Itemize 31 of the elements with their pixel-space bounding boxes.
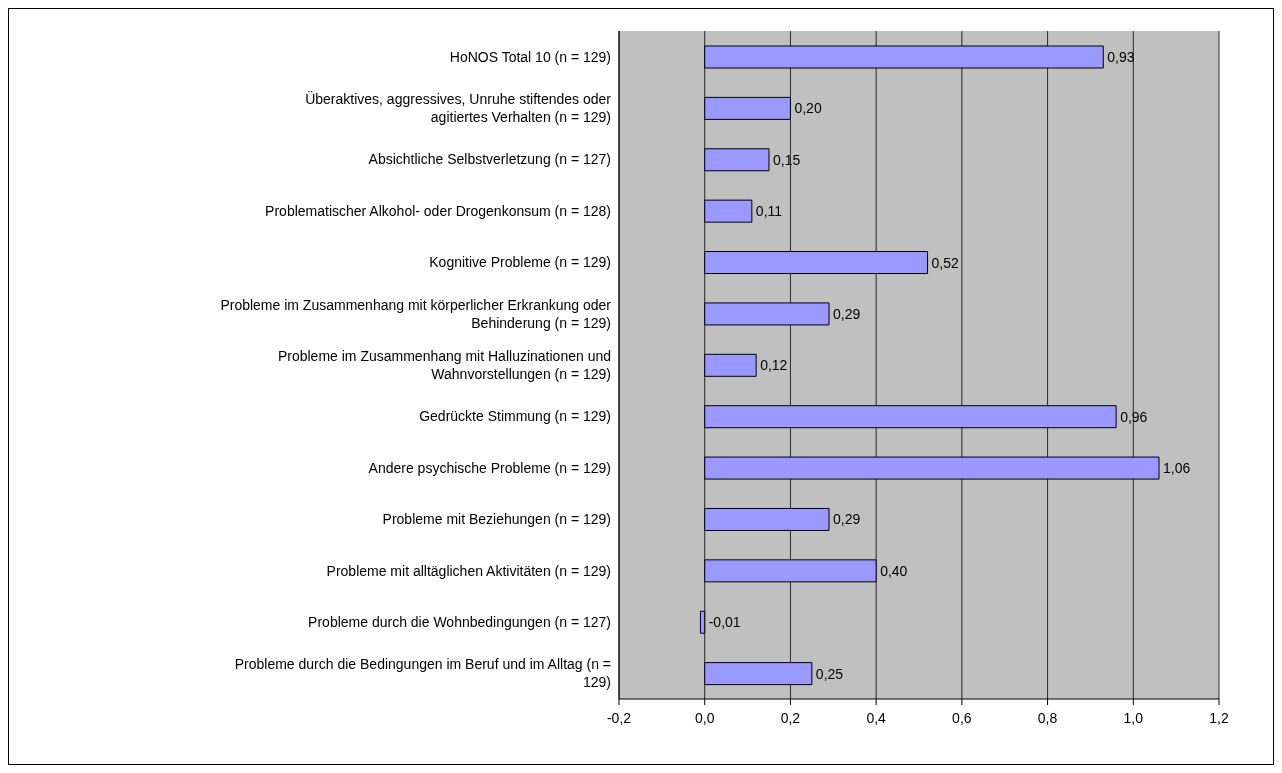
data-label: 0,52 bbox=[931, 254, 960, 271]
data-label: 0,20 bbox=[794, 100, 822, 117]
y-tick-label: Probleme durch die Wohnbedingungen (n = 127) bbox=[308, 613, 611, 630]
x-tick-label: 0,2 bbox=[780, 709, 801, 726]
data-label: -0,01 bbox=[708, 614, 741, 631]
x-tick-label: 1,0 bbox=[1123, 709, 1144, 726]
x-tick-label: -0,2 bbox=[606, 709, 632, 726]
y-tick-label: Absichtliche Selbstverletzung (n = 127) bbox=[368, 151, 611, 168]
data-label: 0,29 bbox=[833, 511, 861, 528]
y-tick-label: Überaktives, aggressives, Unruhe stiftendes oder agitiertes Verhalten (n = 129) bbox=[305, 90, 612, 126]
x-tick-label: 0,4 bbox=[866, 709, 887, 726]
y-tick-label: Probleme im Zusammenhang mit Halluzinationen und Wahnvorstellungen (n = 129) bbox=[277, 348, 611, 382]
y-tick-label: Andere psychische Probleme (n = 129) bbox=[368, 459, 611, 476]
data-label: 1,06 bbox=[1163, 460, 1191, 477]
data-label: 0,29 bbox=[833, 305, 861, 322]
x-tick-label: 0,0 bbox=[694, 709, 715, 726]
y-tick-label: Probleme mit alltäglichen Aktivitäten (n = 129) bbox=[326, 562, 611, 579]
y-tick-label: Kognitive Probleme (n = 129) bbox=[429, 254, 611, 271]
y-tick-label: Gedrückte Stimmung (n = 129) bbox=[419, 408, 611, 425]
y-tick-label: Probleme mit Beziehungen (n = 129) bbox=[382, 511, 611, 528]
data-label: 0,40 bbox=[880, 562, 908, 579]
x-tick-label: 0,8 bbox=[1037, 709, 1058, 726]
data-label: 0,12 bbox=[760, 357, 788, 374]
y-tick-label: Probleme durch die Bedingungen im Beruf und im Alltag (n = 129) bbox=[234, 656, 611, 691]
y-tick-label: HoNOS Total 10 (n = 129) bbox=[449, 48, 611, 65]
y-tick-label: Probleme im Zusammenhang mit körperlicher Erkrankung oder Behinderung (n = 129) bbox=[220, 296, 612, 331]
x-tick-label: 1,2 bbox=[1209, 709, 1229, 726]
y-tick-label: Problematischer Alkohol- oder Drogenkonsum (n = 128) bbox=[265, 202, 611, 219]
data-label: 0,25 bbox=[815, 665, 844, 682]
x-tick-label: 0,6 bbox=[952, 709, 972, 726]
data-label: 0,11 bbox=[755, 203, 783, 220]
